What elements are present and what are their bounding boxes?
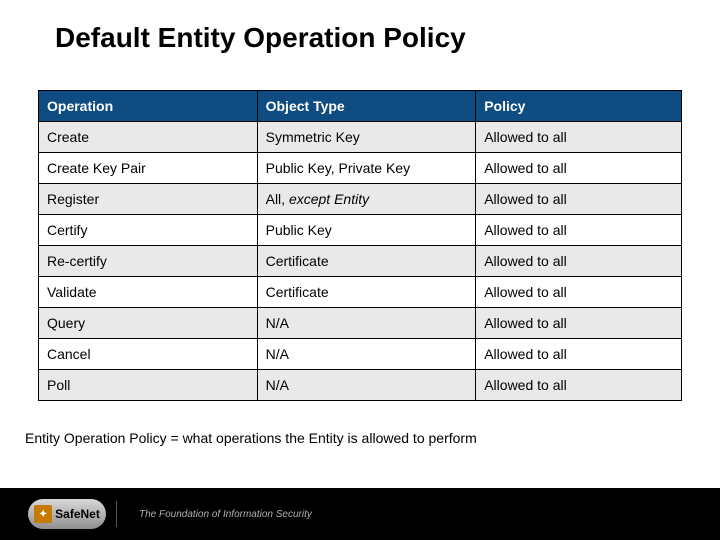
policy-table: Operation Object Type Policy Create Symm… (38, 90, 682, 401)
cell-object-type: All, except Entity (257, 184, 476, 215)
table-row: Create Symmetric Key Allowed to all (39, 122, 682, 153)
slide: Default Entity Operation Policy Operatio… (0, 0, 720, 540)
cell-object-type: N/A (257, 370, 476, 401)
table-row: Create Key Pair Public Key, Private Key … (39, 153, 682, 184)
table-row: Query N/A Allowed to all (39, 308, 682, 339)
cell-operation: Query (39, 308, 258, 339)
cell-operation: Poll (39, 370, 258, 401)
policy-table-container: Operation Object Type Policy Create Symm… (38, 90, 682, 401)
footer-tagline: The Foundation of Information Security (139, 509, 312, 520)
cell-object-type: Public Key (257, 215, 476, 246)
logo-mark-icon: ✦ (34, 505, 52, 523)
page-title: Default Entity Operation Policy (55, 22, 466, 54)
cell-operation: Validate (39, 277, 258, 308)
logo-oval: ✦ SafeNet (28, 499, 106, 529)
cell-text: All, (266, 191, 289, 207)
table-header-row: Operation Object Type Policy (39, 91, 682, 122)
cell-operation: Create Key Pair (39, 153, 258, 184)
brand-prefix: Safe (55, 507, 80, 521)
cell-policy: Allowed to all (476, 215, 682, 246)
cell-policy: Allowed to all (476, 246, 682, 277)
caption-text: Entity Operation Policy = what operation… (25, 430, 477, 446)
table-row: Register All, except Entity Allowed to a… (39, 184, 682, 215)
table-row: Poll N/A Allowed to all (39, 370, 682, 401)
cell-object-type: Certificate (257, 246, 476, 277)
table-row: Cancel N/A Allowed to all (39, 339, 682, 370)
cell-operation: Cancel (39, 339, 258, 370)
cell-text: Symmetric Key (266, 129, 360, 145)
cell-policy: Allowed to all (476, 184, 682, 215)
col-header-operation: Operation (39, 91, 258, 122)
col-header-object-type: Object Type (257, 91, 476, 122)
cell-policy: Allowed to all (476, 370, 682, 401)
cell-object-type: Public Key, Private Key (257, 153, 476, 184)
cell-operation: Re-certify (39, 246, 258, 277)
cell-text: Certificate (266, 253, 329, 269)
cell-operation: Register (39, 184, 258, 215)
cell-policy: Allowed to all (476, 277, 682, 308)
cell-policy: Allowed to all (476, 308, 682, 339)
cell-policy: Allowed to all (476, 339, 682, 370)
footer-divider (116, 501, 117, 527)
cell-text: Certificate (266, 284, 329, 300)
cell-operation: Create (39, 122, 258, 153)
table-row: Re-certify Certificate Allowed to all (39, 246, 682, 277)
cell-object-type: N/A (257, 339, 476, 370)
cell-object-type: N/A (257, 308, 476, 339)
cell-policy: Allowed to all (476, 153, 682, 184)
cell-operation: Certify (39, 215, 258, 246)
logo-text: SafeNet (55, 507, 100, 521)
brand-logo: ✦ SafeNet (28, 499, 106, 529)
col-header-policy: Policy (476, 91, 682, 122)
footer-bar: ✦ SafeNet The Foundation of Information … (0, 488, 720, 540)
cell-text: Public Key, Private Key (266, 160, 410, 176)
cell-text: N/A (266, 377, 289, 393)
cell-object-type: Certificate (257, 277, 476, 308)
table-row: Certify Public Key Allowed to all (39, 215, 682, 246)
cell-italic: except Entity (289, 191, 369, 207)
cell-text: N/A (266, 315, 289, 331)
brand-suffix: Net (81, 507, 100, 521)
cell-text: N/A (266, 346, 289, 362)
cell-policy: Allowed to all (476, 122, 682, 153)
cell-object-type: Symmetric Key (257, 122, 476, 153)
cell-text: Public Key (266, 222, 332, 238)
table-row: Validate Certificate Allowed to all (39, 277, 682, 308)
